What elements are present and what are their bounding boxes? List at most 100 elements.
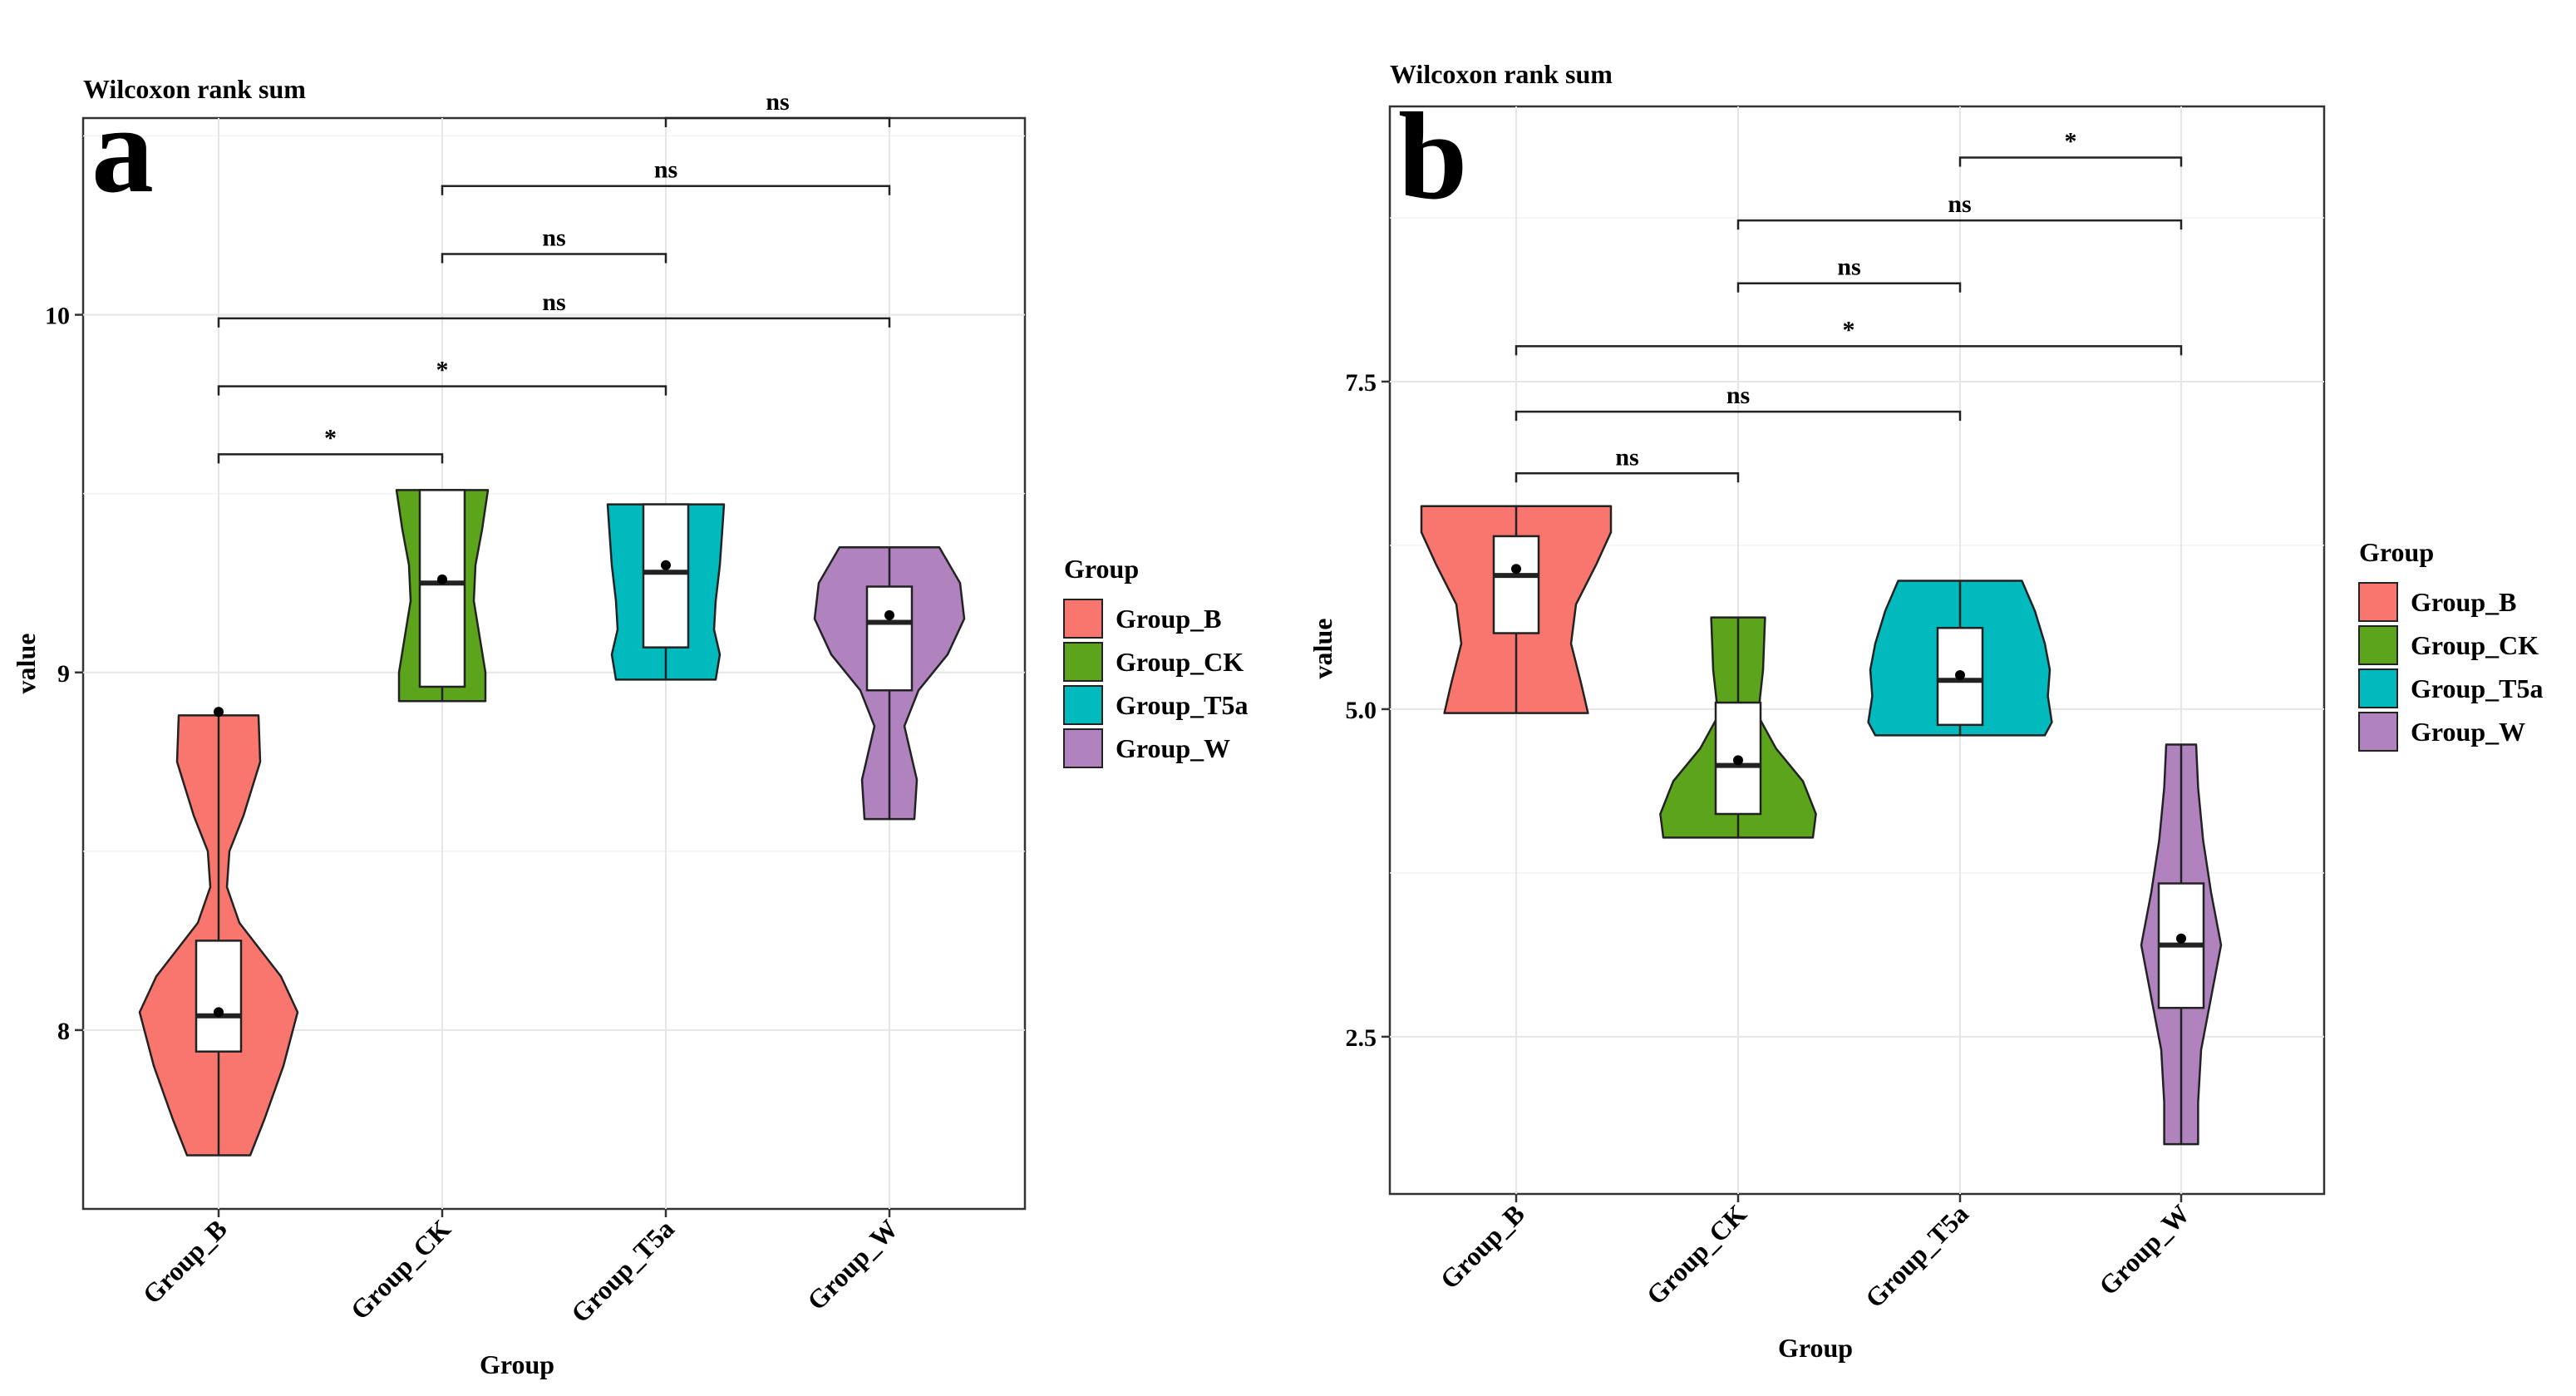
significance-bracket: * xyxy=(217,357,667,396)
legend-label: Group_W xyxy=(2411,717,2525,747)
legend-key xyxy=(2358,712,2398,752)
bracket-line xyxy=(441,253,667,264)
panel-b-legend: Group Group_B Group_CK Group_T5a Group_W xyxy=(2358,537,2543,752)
legend-key xyxy=(1063,728,1103,768)
violin-group xyxy=(813,545,966,821)
mean-point xyxy=(214,1007,224,1018)
x-tick-label: Group_W xyxy=(801,1213,904,1315)
significance-bracket: * xyxy=(217,424,444,464)
panel-b-label: b xyxy=(1398,87,1467,225)
legend-label: Group_T5a xyxy=(2411,673,2543,703)
legend-key xyxy=(1063,685,1103,725)
significance-label: * xyxy=(324,424,337,451)
violin-group xyxy=(2140,743,2223,1146)
legend-label: Group_W xyxy=(1116,733,1230,763)
panel-b-plot-frame xyxy=(1388,105,2326,1196)
legend-label: Group_CK xyxy=(1116,647,1244,677)
bracket-line xyxy=(1958,156,2183,167)
legend-label: Group_B xyxy=(1116,604,1221,634)
bracket-line xyxy=(1736,282,1962,293)
x-tick-label: Group_B xyxy=(136,1213,233,1310)
mean-point xyxy=(1955,669,1965,680)
violin-group xyxy=(606,503,726,681)
significance-label: * xyxy=(2065,127,2077,155)
panel-b-violins xyxy=(1420,505,2223,1146)
bracket-line xyxy=(217,317,891,328)
y-tick-label: 8 xyxy=(57,1018,70,1045)
violin-group xyxy=(138,707,299,1157)
significance-bracket: ns xyxy=(1736,254,1962,293)
box xyxy=(1492,535,1540,634)
bracket-line xyxy=(1515,410,1962,422)
panel-b-y-axis-title: value xyxy=(1308,619,1337,679)
panel-a-plot-frame xyxy=(81,116,1027,1211)
x-tick-label: Group_B xyxy=(1434,1198,1530,1295)
panel-b-title: Wilcoxon rank sum xyxy=(1390,59,1613,89)
panel-a-y-axis-title: value xyxy=(11,634,41,694)
x-tick-label: Group_CK xyxy=(345,1213,457,1325)
bracket-line xyxy=(1736,219,2183,230)
significance-bracket: ns xyxy=(664,88,891,127)
panel-a-axes: 8 9 10 Group_B Group_CK Group_T5a Group_W xyxy=(45,303,904,1329)
violin-group xyxy=(395,489,490,703)
significance-label: ns xyxy=(542,224,565,251)
legend-key xyxy=(2358,668,2398,708)
legend-label: Group_CK xyxy=(2411,630,2539,660)
bracket-line xyxy=(664,116,891,127)
x-tick-label: Group_T5a xyxy=(565,1213,680,1328)
significance-label: ns xyxy=(1837,254,1860,281)
significance-label: ns xyxy=(654,156,677,184)
x-tick-label: Group_T5a xyxy=(1859,1198,1974,1313)
mean-point xyxy=(1733,755,1743,766)
panel-a-title: Wilcoxon rank sum xyxy=(83,74,306,104)
legend-title: Group xyxy=(2359,537,2434,567)
panel-b-x-axis-title: Group xyxy=(1778,1333,1853,1363)
outlier-point xyxy=(214,707,224,718)
mean-point xyxy=(661,560,671,570)
significance-bracket: ns xyxy=(1515,443,1740,483)
panel-a-x-axis-title: Group xyxy=(480,1349,554,1379)
y-tick-label: 10 xyxy=(45,303,70,330)
legend-key xyxy=(2358,625,2398,665)
box xyxy=(642,503,690,649)
violin-group xyxy=(1867,580,2053,737)
violin-group xyxy=(1420,505,1613,714)
box xyxy=(865,585,914,692)
x-tick-label: Group_W xyxy=(2093,1198,2195,1300)
box xyxy=(1936,626,1984,727)
significance-label: * xyxy=(436,357,449,384)
x-tick-label: Group_CK xyxy=(1641,1198,1753,1310)
significance-bracket: * xyxy=(1515,316,2183,356)
y-tick-label: 7.5 xyxy=(1346,369,1377,397)
significance-label: * xyxy=(1843,316,1855,343)
y-tick-label: 5.0 xyxy=(1346,697,1377,724)
panel-a: Wilcoxon rank sum 8 9 10 Group_B Group_CK Gro… xyxy=(11,74,1248,1379)
bracket-line xyxy=(217,385,667,396)
significance-bracket: ns xyxy=(1736,190,2183,230)
legend-label: Group_T5a xyxy=(1116,690,1248,720)
mean-point xyxy=(884,609,894,620)
significance-label: ns xyxy=(1726,382,1750,409)
mean-point xyxy=(2176,933,2186,944)
mean-point xyxy=(437,574,447,585)
significance-bracket: ns xyxy=(441,156,891,195)
violin-group xyxy=(1659,616,1817,839)
legend-key xyxy=(1063,599,1103,639)
box xyxy=(418,489,466,688)
bracket-line xyxy=(1515,345,2183,356)
y-tick-label: 9 xyxy=(57,660,70,688)
bracket-line xyxy=(217,453,444,464)
panel-a-legend: Group Group_B Group_CK Group_T5a Group_W xyxy=(1063,554,1248,768)
legend-label: Group_B xyxy=(2411,587,2516,617)
bracket-line xyxy=(441,185,891,195)
significance-label: ns xyxy=(1615,443,1638,471)
mean-point xyxy=(1511,564,1521,575)
panel-a-significance-brackets: * * ns ns ns ns xyxy=(217,88,891,464)
y-tick-label: 2.5 xyxy=(1346,1024,1377,1052)
panel-a-label: a xyxy=(91,81,154,219)
panel-a-violins xyxy=(138,489,966,1157)
panel-b: Wilcoxon rank sum 2.5 5.0 7.5 Group_B Group_… xyxy=(1308,59,2543,1363)
legend-key xyxy=(2358,582,2398,622)
legend-key xyxy=(1063,642,1103,682)
